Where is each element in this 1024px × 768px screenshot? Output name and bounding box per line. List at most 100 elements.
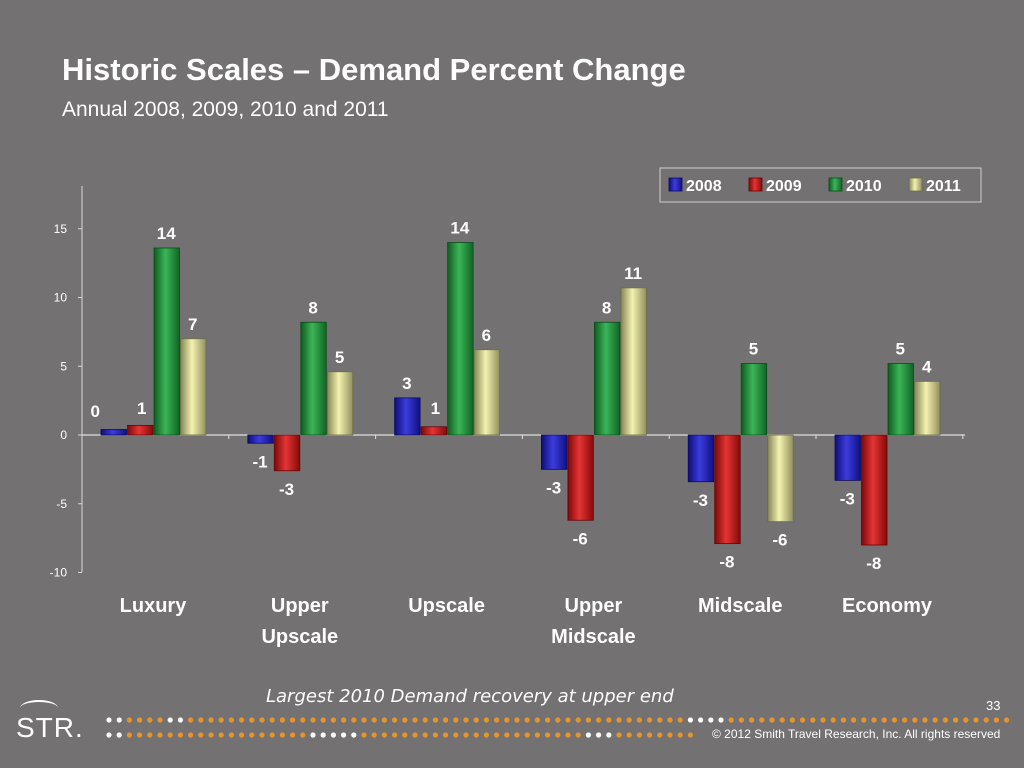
bar-2011-4 (767, 434, 794, 523)
divider-dot (126, 717, 132, 723)
divider-dot (881, 717, 887, 723)
divider-dot (504, 732, 510, 738)
divider-dot (432, 717, 438, 723)
divider-dot (708, 717, 714, 723)
category-label-1: Upscale (261, 626, 338, 648)
divider-dot (677, 732, 683, 738)
divider-dot (402, 732, 408, 738)
divider-dot (963, 717, 969, 723)
divider-dot (249, 717, 255, 723)
category-label-3: Upper (565, 595, 623, 617)
divider-dot (483, 732, 489, 738)
divider-dot (381, 732, 387, 738)
divider-dot (279, 732, 285, 738)
data-label-2009-5: -8 (866, 554, 881, 573)
data-label-2010-5: 5 (896, 340, 905, 359)
y-tick-label: -10 (50, 566, 68, 580)
divider-dot (249, 732, 255, 738)
divider-dot (534, 732, 540, 738)
divider-dot (453, 732, 459, 738)
legend-label-2009: 2009 (766, 178, 802, 195)
data-label-2008-4: -3 (693, 491, 708, 510)
legend-swatch-2011 (908, 177, 923, 192)
category-label-0: Luxury (120, 595, 188, 617)
slide-subtitle: Annual 2008, 2009, 2010 and 2011 (62, 98, 389, 121)
legend-swatch-2010 (828, 177, 843, 192)
divider-dot (667, 732, 673, 738)
divider-dot (545, 732, 551, 738)
bar-2008-5 (834, 434, 861, 481)
divider-dot (198, 732, 204, 738)
bar-2011-2 (473, 349, 501, 436)
divider-dot (993, 717, 1000, 723)
divider-dot (483, 717, 489, 723)
data-label-2008-5: -3 (840, 489, 855, 508)
divider-dot (402, 717, 408, 723)
divider-dot (177, 717, 183, 723)
bar-2008-1 (247, 434, 274, 444)
page-number: 33 (986, 698, 1001, 713)
y-tick-label: 15 (54, 222, 68, 236)
divider-dot (810, 717, 816, 723)
divider-dot (687, 717, 694, 723)
divider-dot (167, 732, 173, 738)
divider-dot (647, 717, 653, 723)
divider-dot (116, 732, 122, 738)
divider-dot (698, 717, 704, 723)
data-label-2009-0: 1 (137, 399, 146, 418)
divider-dot (667, 717, 673, 723)
divider-dot (657, 732, 663, 738)
divider-dot (514, 732, 520, 738)
divider-dot (473, 732, 479, 738)
data-label-2011-1: 5 (335, 348, 344, 367)
data-label-2009-2: 1 (431, 399, 440, 418)
divider-dot (596, 732, 602, 738)
divider-dot (545, 717, 551, 723)
divider-dot (330, 732, 336, 738)
data-label-2009-3: -6 (573, 529, 588, 548)
divider-dot (290, 732, 296, 738)
category-label-1: Upper (271, 595, 329, 617)
divider-dot (443, 732, 449, 738)
divider-dot (371, 717, 377, 723)
bar-2011-1 (326, 371, 354, 436)
divider-dot (891, 717, 898, 723)
divider-dot (575, 717, 581, 723)
divider-dot (177, 732, 183, 738)
legend-swatch-2009 (748, 177, 763, 192)
divider-dot (830, 717, 836, 723)
divider-dot (106, 732, 112, 738)
data-label-2008-1: -1 (252, 452, 267, 471)
divider-dot (820, 717, 826, 723)
divider-dot (320, 732, 326, 738)
divider-dot (902, 717, 908, 723)
divider-dot (749, 717, 755, 723)
bar-2010-0 (153, 247, 180, 436)
bar-2009-0 (127, 424, 154, 436)
divider-dot (330, 717, 336, 723)
divider-dot (381, 717, 387, 723)
divider-dot (208, 717, 214, 723)
divider-dot (524, 732, 530, 738)
divider-dot (738, 717, 745, 723)
divider-dot (504, 717, 510, 723)
divider-dot (126, 732, 132, 738)
divider-dot (851, 717, 857, 723)
slide-title: Historic Scales – Demand Percent Change (62, 52, 686, 87)
divider-dot (228, 717, 234, 723)
divider-dot (351, 717, 357, 723)
divider-dot (473, 717, 479, 723)
divider-dot (728, 717, 734, 723)
data-label-2009-1: -3 (279, 480, 294, 499)
divider-dot (585, 717, 591, 723)
divider-dot (953, 717, 959, 723)
str-logo: STR. (16, 712, 84, 743)
y-tick-label: 5 (60, 359, 67, 373)
dotted-divider-top (106, 717, 1010, 723)
divider-dot (300, 717, 306, 723)
divider-dot (677, 717, 683, 723)
divider-dot (147, 717, 153, 723)
data-label-2008-2: 3 (402, 374, 411, 393)
divider-dot (494, 732, 500, 738)
